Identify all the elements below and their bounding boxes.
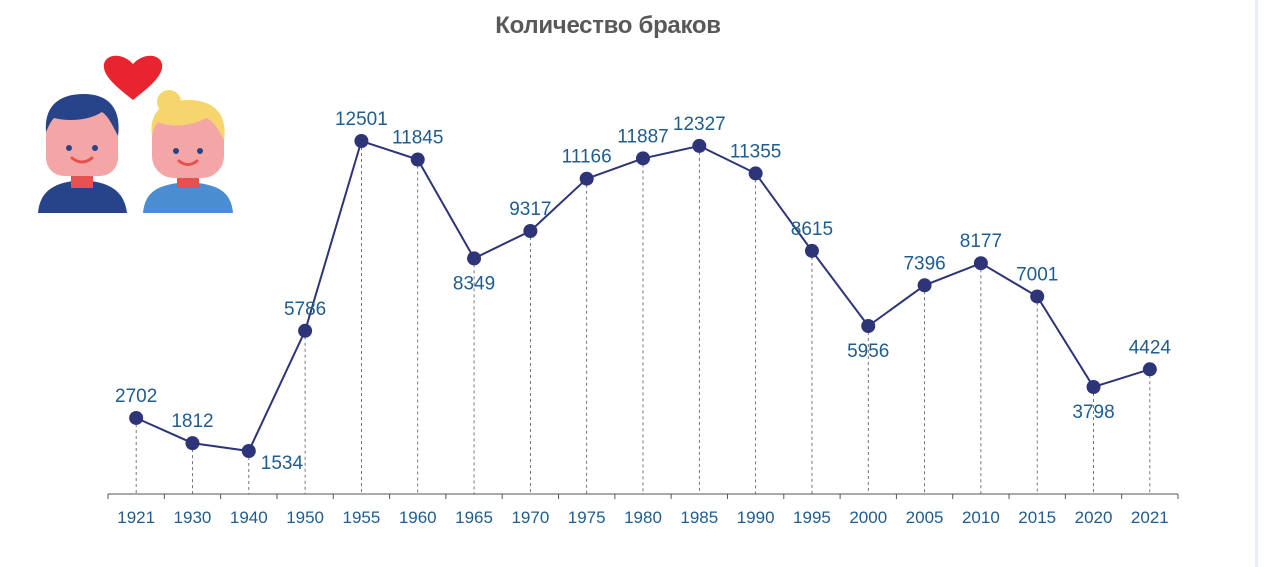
data-label: 5956 [847,341,889,362]
data-point [410,152,425,167]
data-label: 7396 [903,253,945,274]
x-tick-label: 1970 [511,508,549,527]
x-tick-label: 1930 [174,508,212,527]
data-label: 4424 [1129,337,1172,358]
data-point [129,410,144,425]
data-label: 12501 [335,109,388,130]
data-point [354,134,369,148]
man-icon [38,94,127,213]
data-point [1142,362,1157,377]
x-tick-label: 1950 [286,508,324,527]
data-point [1086,380,1101,395]
data-label: 8177 [960,231,1002,252]
couple-with-heart-icon [38,55,233,213]
x-tick-label: 1995 [793,508,831,527]
data-point [579,171,594,186]
data-point [692,138,707,153]
data-point [748,166,763,181]
data-label: 11355 [730,141,781,162]
data-point [804,243,819,258]
x-tick-label: 2000 [849,508,887,527]
data-point [241,444,256,458]
x-tick-label: 1960 [399,508,437,527]
x-tick-label: 1955 [343,508,381,527]
data-label: 12327 [673,114,726,135]
woman-icon [143,90,233,213]
chart-title: Количество браков [495,12,721,39]
data-point [467,251,482,266]
data-point [636,151,650,166]
data-point [917,278,932,293]
x-tick-label: 1980 [624,508,662,527]
data-label: 8349 [453,273,495,294]
data-label: 2702 [115,386,157,407]
slide-edge-strip [1255,0,1258,567]
data-label: 1534 [261,453,304,474]
data-point [298,323,313,338]
x-tick-label: 2015 [1018,508,1056,527]
x-tick-label: 2005 [906,508,944,527]
data-label: 5786 [284,299,326,320]
x-tick-label: 1965 [455,508,493,527]
data-point [185,436,200,451]
data-label: 11166 [562,147,612,168]
data-label: 3798 [1072,402,1114,423]
data-label: 11845 [392,128,443,149]
data-point [861,319,876,334]
data-label: 8615 [791,219,833,240]
x-tick-label: 2020 [1075,508,1113,527]
data-point [523,224,538,239]
x-tick-label: 2021 [1131,508,1169,527]
x-tick-label: 1990 [737,508,775,527]
x-tick-label: 1975 [568,508,606,527]
heart-icon [103,55,163,100]
data-point [1030,289,1045,304]
x-tick-label: 2010 [962,508,1000,527]
data-label: 9317 [509,199,551,220]
x-tick-label: 1921 [117,508,155,527]
x-tick-label: 1940 [230,508,268,527]
data-point [973,256,988,271]
data-label: 1812 [171,411,213,432]
data-label: 7001 [1016,264,1058,285]
x-tick-label: 1985 [680,508,718,527]
data-label: 11887 [617,126,668,147]
